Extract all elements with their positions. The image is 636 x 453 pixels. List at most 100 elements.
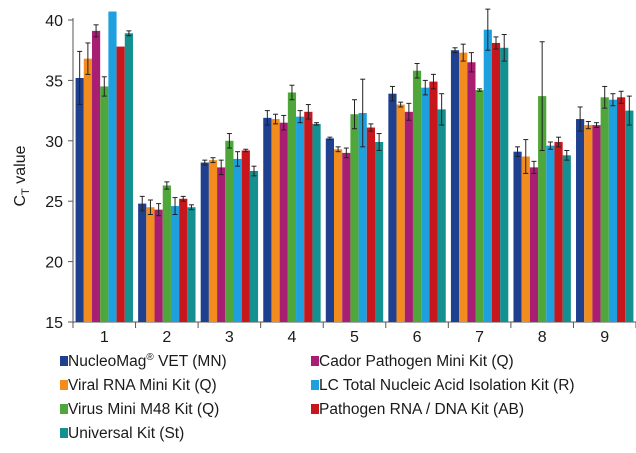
y-axis: 15 20 25 30 35 40 <box>45 13 74 332</box>
legend: NucleoMag® VET (MN) Cador Pathogen Mini K… <box>60 352 575 442</box>
x-tick-label: 7 <box>475 329 484 346</box>
bar <box>170 206 180 322</box>
bar <box>396 104 405 322</box>
bar <box>600 97 609 322</box>
bar <box>296 116 305 322</box>
legend-item: Universal Kit (St) <box>60 425 184 442</box>
bar <box>334 149 343 322</box>
bar <box>350 114 359 322</box>
y-tick-label: 35 <box>45 73 63 90</box>
bar <box>625 110 634 322</box>
x-tick-label: 1 <box>100 329 109 346</box>
bar <box>450 50 460 322</box>
bar <box>388 93 397 322</box>
legend-item: Viral RNA Mini Kit (Q) <box>60 377 217 394</box>
legend-label: LC Total Nucleic Acid Isolation Kit (R) <box>319 377 575 394</box>
bar <box>75 77 84 322</box>
bar <box>304 111 313 322</box>
legend-label-main: Cador Pathogen Mini Kit (Q) <box>319 353 514 370</box>
y-tick-label: 20 <box>45 255 63 272</box>
error-bars <box>77 8 632 217</box>
bar <box>124 33 133 323</box>
legend-label-main: Pathogen RNA / DNA Kit (AB) <box>319 401 524 418</box>
bar <box>179 198 188 322</box>
x-tick-label: 9 <box>600 329 609 346</box>
y-axis-title-sub: T <box>20 188 32 195</box>
bar <box>162 185 171 322</box>
bar <box>138 203 147 322</box>
bar <box>576 119 585 322</box>
legend-label: Virus Mini M48 Kit (Q) <box>68 401 219 418</box>
y-axis-title-rest: value <box>12 145 29 188</box>
bar <box>546 145 555 322</box>
y-tick-label: 30 <box>45 134 63 151</box>
bar <box>271 119 280 322</box>
x-tick-label: 5 <box>350 329 359 346</box>
bar <box>617 97 626 322</box>
x-tick-label: 3 <box>225 329 234 346</box>
bar <box>100 86 109 322</box>
legend-swatch <box>60 404 68 414</box>
bar <box>459 52 468 323</box>
legend-item: Cador Pathogen Mini Kit (Q) <box>311 353 514 370</box>
y-tick-label: 40 <box>45 13 63 30</box>
bar <box>217 167 226 322</box>
legend-label-main: Virus Mini M48 Kit (Q) <box>68 401 219 418</box>
legend-label-main: LC Total Nucleic Acid Isolation Kit (R) <box>319 377 575 394</box>
bar <box>608 99 618 322</box>
legend-label-sup: ® <box>146 352 154 363</box>
bar <box>584 125 593 322</box>
bar <box>241 150 250 322</box>
bar <box>592 125 601 322</box>
bar <box>429 81 438 322</box>
bar <box>312 123 321 322</box>
bar <box>500 47 509 323</box>
bar <box>467 62 476 322</box>
legend-swatch <box>311 380 319 390</box>
legend-item: Virus Mini M48 Kit (Q) <box>60 401 219 418</box>
x-tick-label: 2 <box>162 329 171 346</box>
legend-label: Viral RNA Mini Kit (Q) <box>68 377 217 394</box>
bar <box>437 109 446 322</box>
bar <box>146 207 155 322</box>
bar <box>375 142 384 322</box>
y-tick-label: 25 <box>45 194 63 211</box>
bar <box>475 90 484 323</box>
legend-item: Pathogen RNA / DNA Kit (AB) <box>311 401 524 418</box>
bar <box>521 156 530 322</box>
bar <box>91 30 101 322</box>
bar <box>233 158 242 322</box>
legend-item: LC Total Nucleic Acid Isolation Kit (R) <box>311 377 575 394</box>
bar <box>513 151 522 322</box>
bar <box>116 46 125 323</box>
y-axis-title-main: C <box>12 195 29 207</box>
bar <box>187 207 196 322</box>
bar <box>412 70 422 323</box>
legend-swatch <box>60 380 68 390</box>
x-tick-label: 4 <box>287 329 296 346</box>
bar <box>225 140 234 322</box>
legend-item: NucleoMag® VET (MN) <box>60 352 227 370</box>
bar <box>562 155 571 322</box>
bar <box>404 111 413 322</box>
legend-label: Universal Kit (St) <box>68 425 184 442</box>
legend-label-main: Viral RNA Mini Kit (Q) <box>68 377 217 394</box>
y-tick-label: 15 <box>45 315 63 332</box>
x-tick-label: 6 <box>413 329 422 346</box>
y-axis-label: CT value <box>12 145 32 206</box>
bar <box>483 29 492 322</box>
legend-swatch <box>60 428 68 438</box>
x-tick-label: 8 <box>538 329 547 346</box>
legend-label: NucleoMag® VET (MN) <box>68 352 227 370</box>
x-axis: 1 2 3 4 5 6 7 8 9 <box>72 321 636 346</box>
bar <box>154 209 163 322</box>
bar <box>208 160 218 322</box>
bar <box>325 138 334 322</box>
legend-swatch <box>60 356 68 366</box>
bar <box>421 87 430 322</box>
bar <box>108 11 117 322</box>
legend-swatch <box>311 404 319 414</box>
bar <box>358 113 367 323</box>
legend-label: Cador Pathogen Mini Kit (Q) <box>319 353 514 370</box>
